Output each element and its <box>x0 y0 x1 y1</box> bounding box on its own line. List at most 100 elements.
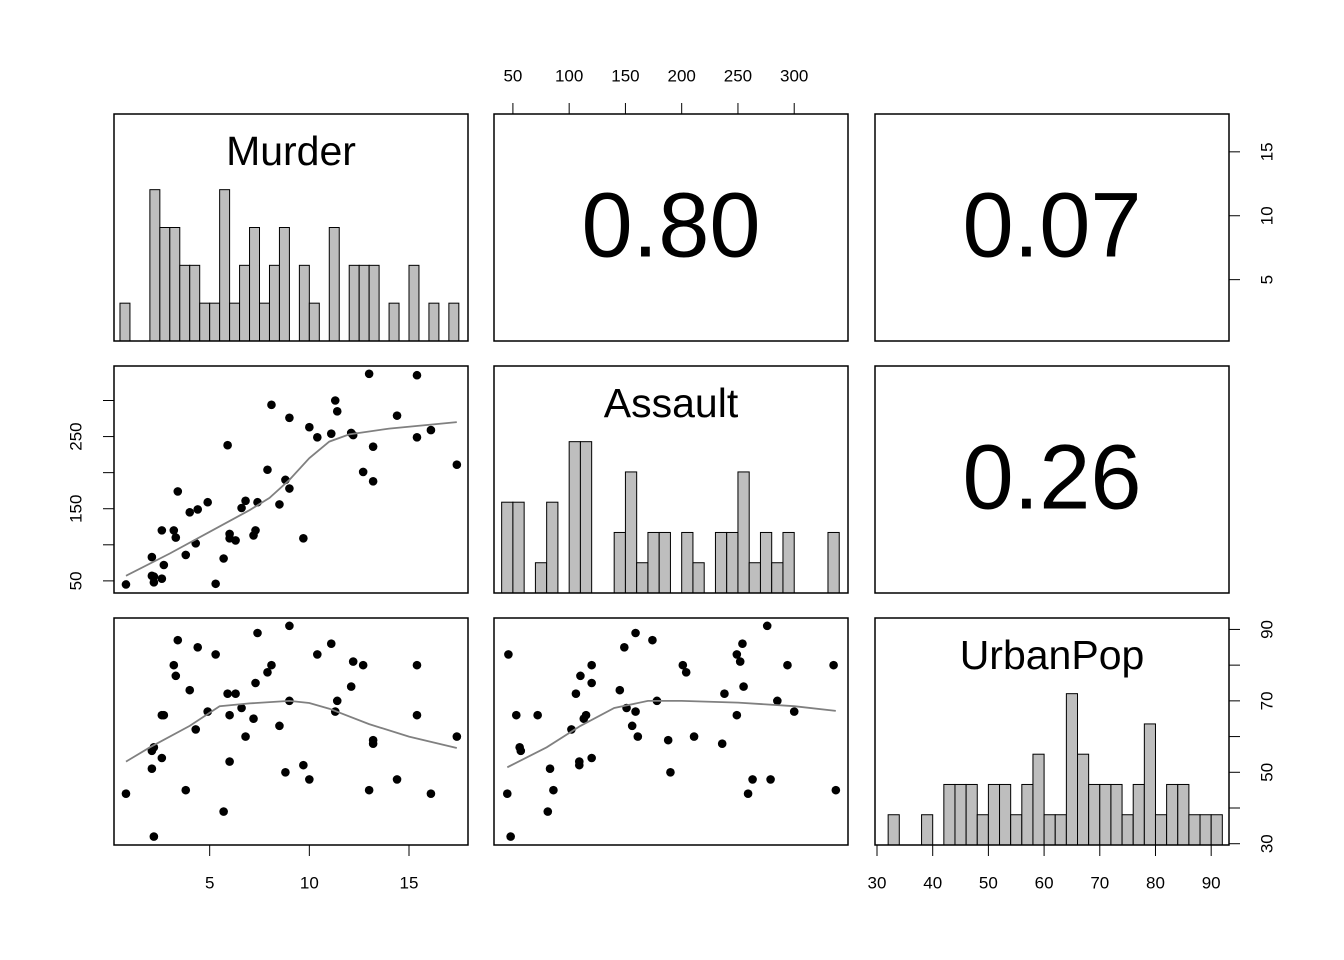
point <box>533 710 542 720</box>
point <box>678 660 688 670</box>
point <box>169 526 179 535</box>
tick-label: 80 <box>1146 873 1165 892</box>
tick-label: 250 <box>724 66 752 85</box>
point <box>732 650 742 659</box>
hist-bar <box>149 189 161 342</box>
tick-label: 50 <box>66 571 85 590</box>
tick-label: 5 <box>205 873 214 892</box>
point <box>223 440 232 450</box>
point <box>263 667 272 677</box>
point <box>516 746 526 756</box>
hist-bar <box>1010 814 1023 846</box>
point <box>159 560 169 570</box>
point <box>452 460 462 470</box>
point <box>412 432 422 442</box>
point <box>392 411 402 420</box>
hist-bar <box>1199 814 1212 846</box>
point <box>231 536 240 545</box>
correlation: 0.26 <box>962 426 1141 528</box>
point <box>241 732 250 741</box>
hist-bar <box>358 264 370 342</box>
point <box>147 552 157 562</box>
point <box>305 422 314 432</box>
point <box>305 775 314 784</box>
point <box>171 533 181 542</box>
hist-bar <box>579 441 593 594</box>
point <box>173 635 183 645</box>
point <box>181 785 191 795</box>
hist-bar <box>658 531 671 594</box>
hist-bar <box>259 302 270 342</box>
hist-bar <box>1121 814 1134 846</box>
hist-bar <box>348 264 360 342</box>
point <box>574 757 584 766</box>
variable-name: UrbanPop <box>960 632 1145 678</box>
hist-bar <box>737 471 750 594</box>
point <box>783 660 792 670</box>
hist-bar <box>368 264 380 342</box>
hist-bar <box>1088 783 1101 846</box>
point <box>412 710 422 720</box>
point <box>219 554 228 563</box>
point <box>275 721 284 731</box>
point <box>231 689 240 699</box>
point <box>203 707 212 716</box>
point <box>181 550 191 560</box>
hist-bar <box>771 562 784 594</box>
tick-label: 50 <box>1257 763 1276 782</box>
point <box>332 407 342 416</box>
point <box>567 725 576 734</box>
hist-bar <box>1054 814 1067 846</box>
point <box>241 496 250 506</box>
hist-bar <box>613 531 626 594</box>
hist-bar <box>209 302 221 342</box>
point <box>545 764 555 774</box>
point <box>191 725 201 734</box>
tick-label: 10 <box>300 873 319 892</box>
point <box>313 650 322 659</box>
hist-bar <box>328 227 340 342</box>
point <box>185 685 195 695</box>
point <box>267 400 276 410</box>
point <box>225 710 234 720</box>
point <box>211 650 220 659</box>
point <box>663 735 673 745</box>
hist-bar <box>976 814 989 846</box>
hist-bar <box>726 531 739 594</box>
point <box>169 660 179 670</box>
point <box>633 732 643 741</box>
tick-label: 30 <box>1257 834 1276 853</box>
hist-bar <box>1177 783 1190 846</box>
point <box>203 497 212 507</box>
point <box>631 628 640 638</box>
point <box>251 678 260 688</box>
point <box>275 500 284 509</box>
point <box>364 369 374 379</box>
hist-bar <box>219 189 231 342</box>
point <box>147 764 157 774</box>
point <box>147 746 157 756</box>
point <box>543 807 553 816</box>
hist-bar <box>987 783 1001 846</box>
correlation: 0.80 <box>581 174 760 276</box>
smooth-line <box>125 421 457 577</box>
point <box>237 503 246 513</box>
hist-bar <box>308 302 320 342</box>
point <box>739 682 748 691</box>
point <box>452 732 462 741</box>
point <box>364 785 374 795</box>
hist-bar <box>692 562 705 594</box>
hist-bar <box>1210 814 1223 846</box>
tick-label: 300 <box>780 66 808 85</box>
hist-bar <box>249 227 261 342</box>
hist-bar <box>1188 814 1201 846</box>
point <box>346 682 356 691</box>
point <box>253 628 262 638</box>
tick-label: 15 <box>400 873 419 892</box>
hist-bar <box>501 501 514 594</box>
point <box>581 710 591 720</box>
point <box>358 660 368 670</box>
point <box>666 767 675 777</box>
